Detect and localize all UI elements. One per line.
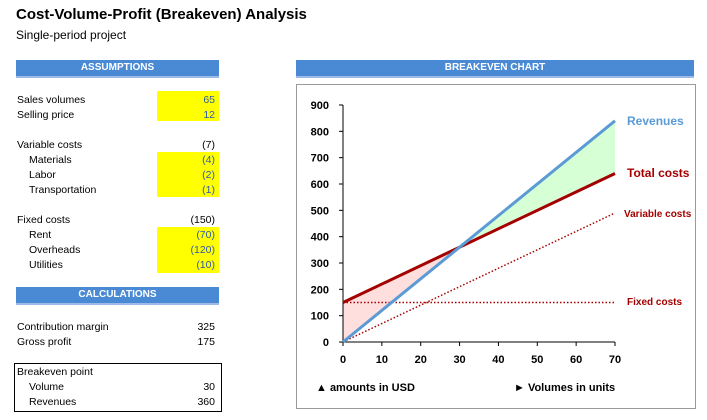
variable-costs-line [342,212,616,343]
x-axis-caption: ► Volumes in units [514,382,615,394]
x-tick-label: 10 [376,354,388,366]
breakeven-volume-label: Volume [29,381,65,393]
breakeven-chart-frame [296,84,696,409]
y-tick-label: 400 [311,232,329,244]
variable-costs-label: Variable costs [624,209,692,220]
x-tick-label: 50 [531,354,543,366]
variable-costs-value: (7) [202,139,215,151]
breakeven-revenues-value: 360 [197,396,215,408]
revenues-label: Revenues [627,114,684,128]
transportation-input[interactable]: (1) [202,184,215,196]
y-tick-label: 200 [311,284,329,296]
materials-label: Materials [29,154,72,166]
overheads-input[interactable]: (120) [190,244,215,256]
x-tick-label: 30 [453,354,465,366]
fixed-costs-label: Fixed costs [627,297,682,308]
x-tick-label: 0 [340,354,346,366]
utilities-label: Utilities [29,259,63,271]
page-subtitle: Single-period project [16,28,127,42]
x-tick-label: 40 [492,354,504,366]
materials-input[interactable]: (4) [202,154,215,166]
selling-price-label: Selling price [17,109,75,121]
fixed-costs-value: (150) [190,214,215,226]
gross-profit-value: 175 [197,336,215,348]
y-tick-label: 900 [311,100,329,112]
breakeven-point-box [14,363,222,412]
sales-volumes-label: Sales volumes [17,94,86,106]
y-tick-label: 600 [311,179,329,191]
labor-input[interactable]: (2) [202,169,215,181]
y-tick-label: 500 [311,205,329,217]
x-tick-label: 60 [570,354,582,366]
calculations-header: CALCULATIONS [16,287,219,305]
total-costs-line [342,172,616,304]
breakeven-revenues-label: Revenues [29,396,77,408]
transportation-label: Transportation [29,184,97,196]
y-tick-label: 700 [311,153,329,165]
total-costs-label: Total costs [627,166,690,180]
y-tick-label: 300 [311,258,329,270]
labor-label: Labor [29,169,56,181]
x-tick-label: 20 [415,354,427,366]
contribution-margin-value: 325 [197,321,215,333]
fixed-costs-input-highlight [157,227,219,273]
y-tick-label: 100 [311,311,329,323]
revenues-line [342,119,616,344]
chart-header: BREAKEVEN CHART [296,60,694,78]
rent-input[interactable]: (70) [196,229,215,241]
contribution-margin-label: Contribution margin [17,321,109,333]
variable-costs-input-highlight [157,152,219,197]
breakeven-point-label: Breakeven point [17,366,93,378]
sales-input-highlight [157,91,219,121]
selling-price-input[interactable]: 12 [203,109,215,121]
overheads-label: Overheads [29,244,81,256]
gross-profit-label: Gross profit [17,336,72,348]
breakeven-volume-value: 30 [203,381,215,393]
sales-volumes-input[interactable]: 65 [203,94,215,106]
x-tick-label: 70 [609,354,621,366]
page-title: Cost-Volume-Profit (Breakeven) Analysis [16,6,307,23]
y-tick-label: 0 [323,337,329,349]
utilities-input[interactable]: (10) [196,259,215,271]
y-tick-label: 800 [311,126,329,138]
y-axis-caption: ▲ amounts in USD [316,382,415,394]
rent-label: Rent [29,229,52,241]
assumptions-header: ASSUMPTIONS [16,60,219,78]
fixed-costs-label: Fixed costs [17,214,71,226]
variable-costs-label: Variable costs [17,139,83,151]
